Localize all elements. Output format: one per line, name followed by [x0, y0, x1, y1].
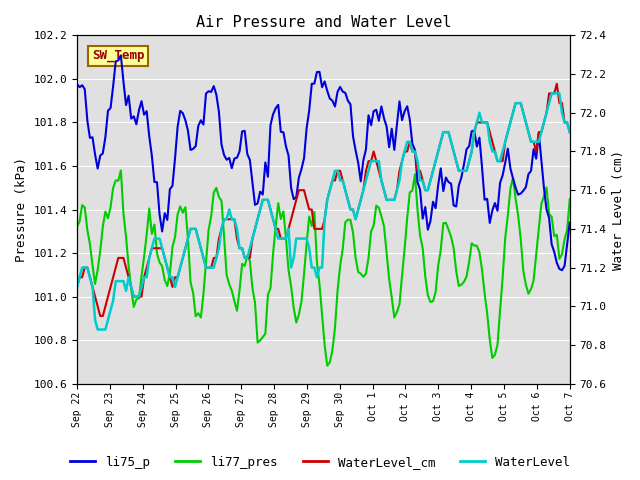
- Y-axis label: Water Level (cm): Water Level (cm): [612, 150, 625, 270]
- Y-axis label: Pressure (kPa): Pressure (kPa): [15, 157, 28, 262]
- Legend: li75_p, li77_pres, WaterLevel_cm, WaterLevel: li75_p, li77_pres, WaterLevel_cm, WaterL…: [65, 451, 575, 474]
- Text: SW_Temp: SW_Temp: [92, 49, 144, 62]
- Title: Air Pressure and Water Level: Air Pressure and Water Level: [196, 15, 451, 30]
